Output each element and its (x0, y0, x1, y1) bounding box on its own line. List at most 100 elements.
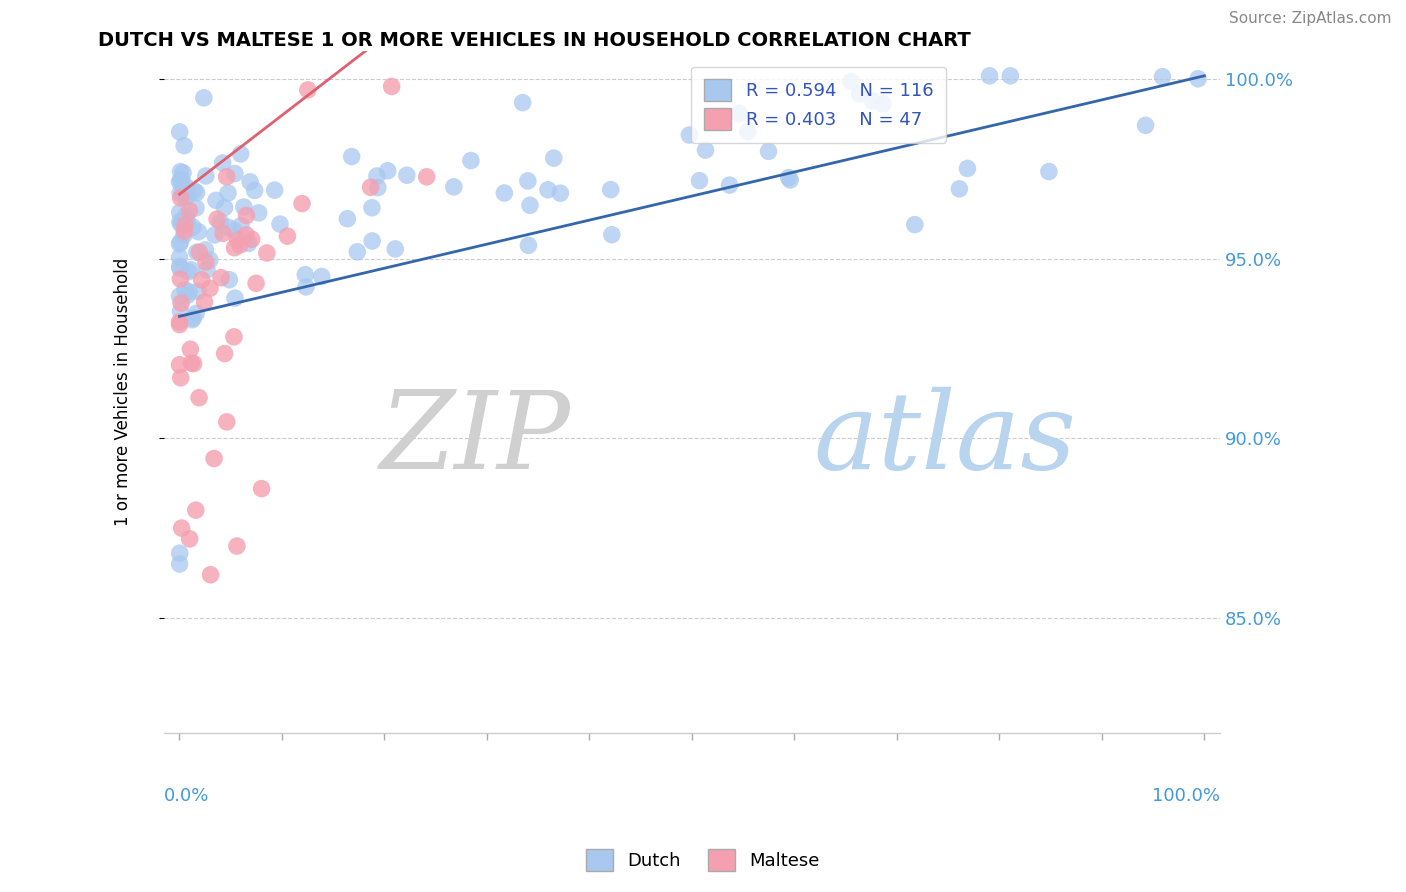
Point (169, 186, 191, 200)
Point (384, 242, 406, 256)
Point (169, 173, 191, 187)
Point (194, 255, 217, 269)
Point (779, 173, 801, 187)
Point (179, 342, 201, 356)
Point (295, 280, 318, 294)
Point (169, 289, 191, 303)
Point (198, 281, 221, 295)
Point (367, 180, 389, 194)
Point (169, 175, 191, 189)
Point (1187, 71, 1209, 86)
Point (543, 151, 565, 165)
Point (550, 186, 572, 201)
Point (366, 169, 388, 183)
Point (179, 203, 201, 218)
Point (415, 169, 437, 184)
Point (169, 191, 191, 205)
Point (243, 183, 266, 197)
Point (186, 306, 208, 320)
Point (214, 201, 236, 215)
Point (183, 357, 205, 371)
Point (173, 224, 195, 238)
Point (599, 183, 621, 197)
Text: 0.0%: 0.0% (165, 788, 209, 805)
Point (360, 180, 382, 194)
Point (678, 128, 700, 142)
Point (194, 169, 217, 183)
Point (229, 219, 252, 233)
Point (170, 521, 193, 535)
Point (173, 228, 195, 243)
Point (276, 229, 298, 244)
Point (174, 190, 197, 204)
Point (209, 215, 232, 229)
Point (232, 200, 254, 214)
Point (737, 125, 759, 139)
Point (170, 371, 193, 385)
Point (269, 217, 291, 231)
Point (235, 209, 257, 223)
Point (904, 218, 927, 232)
Y-axis label: 1 or more Vehicles in Household: 1 or more Vehicles in Household (114, 258, 132, 525)
Point (195, 262, 218, 277)
Point (169, 235, 191, 249)
Point (190, 273, 212, 287)
Point (169, 205, 191, 219)
Point (291, 196, 314, 211)
Text: atlas: atlas (813, 387, 1077, 492)
Point (240, 232, 263, 246)
Point (361, 201, 384, 215)
Point (176, 288, 198, 302)
Point (519, 198, 541, 212)
Point (176, 189, 198, 203)
Point (695, 143, 717, 157)
Point (778, 170, 800, 185)
Text: Source: ZipAtlas.com: Source: ZipAtlas.com (1229, 11, 1392, 26)
Point (1135, 119, 1157, 133)
Point (1000, 69, 1022, 83)
Point (187, 284, 209, 298)
Point (294, 268, 316, 282)
Point (256, 246, 278, 260)
Point (381, 79, 404, 94)
Point (169, 215, 191, 229)
Point (247, 206, 270, 220)
Point (235, 227, 257, 242)
Point (184, 201, 207, 215)
Point (169, 164, 191, 178)
Point (184, 503, 207, 517)
Point (181, 312, 204, 326)
Point (215, 415, 238, 429)
Legend: R = 0.594    N = 116, R = 0.403    N = 47: R = 0.594 N = 116, R = 0.403 N = 47 (692, 67, 946, 143)
Point (174, 218, 197, 232)
Point (174, 209, 197, 223)
Point (460, 153, 482, 168)
Point (226, 233, 249, 247)
Point (209, 270, 232, 285)
Point (600, 227, 623, 242)
Point (512, 95, 534, 110)
Point (211, 156, 233, 170)
Point (181, 220, 204, 235)
Point (728, 106, 751, 120)
Point (181, 311, 204, 326)
Point (173, 184, 195, 198)
Point (170, 172, 193, 186)
Point (169, 125, 191, 139)
Text: DUTCH VS MALTESE 1 OR MORE VEHICLES IN HOUSEHOLD CORRELATION CHART: DUTCH VS MALTESE 1 OR MORE VEHICLES IN H… (98, 31, 972, 50)
Point (169, 304, 191, 318)
Point (245, 277, 267, 291)
Point (758, 145, 780, 159)
Point (186, 245, 208, 260)
Point (862, 94, 884, 108)
Point (516, 174, 538, 188)
Point (169, 557, 191, 571)
Point (200, 567, 222, 582)
Point (1152, 70, 1174, 84)
Point (218, 273, 240, 287)
Point (194, 243, 217, 257)
Point (180, 356, 202, 370)
Point (188, 245, 211, 260)
Point (215, 169, 238, 184)
Point (336, 211, 359, 226)
